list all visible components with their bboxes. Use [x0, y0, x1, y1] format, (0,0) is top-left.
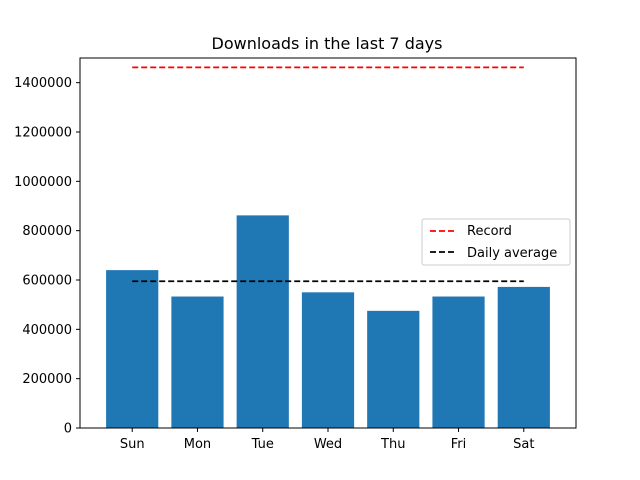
y-tick-label: 200000: [22, 372, 72, 387]
bars-group: [106, 215, 550, 428]
bar-sat: [497, 286, 550, 428]
legend-record-label: Record: [467, 224, 512, 239]
y-tick-label: 600000: [22, 274, 72, 289]
y-tick-label: 800000: [22, 224, 72, 239]
bar-mon: [171, 296, 224, 428]
y-tick-label: 1000000: [14, 175, 72, 190]
legend-box: [421, 218, 571, 266]
x-tick-label-fri: Fri: [451, 437, 467, 452]
bar-tue: [236, 215, 289, 428]
y-tick-label: 400000: [22, 323, 72, 338]
legend-average-label: Daily average: [467, 246, 557, 261]
x-tick-label-thu: Thu: [380, 437, 405, 452]
y-tick-label: 1400000: [14, 76, 72, 91]
x-tick-label-wed: Wed: [314, 437, 342, 452]
x-tick-label-sat: Sat: [513, 437, 534, 452]
y-tick-label: 1200000: [14, 126, 72, 141]
x-axis: Sun Mon Tue Wed Thu Fri Sat: [120, 428, 534, 452]
reference-lines-group: [132, 66, 524, 283]
chart-title: Downloads in the last 7 days: [212, 34, 443, 53]
bar-thu: [367, 310, 420, 428]
bar-sun: [106, 270, 159, 428]
x-tick-label-mon: Mon: [184, 437, 211, 452]
x-tick-label-tue: Tue: [251, 437, 274, 452]
bar-fri: [432, 296, 485, 428]
x-tick-label-sun: Sun: [120, 437, 145, 452]
y-tick-label: 0: [64, 422, 72, 437]
bar-wed: [301, 292, 355, 428]
y-axis: 0 200000 400000 600000 800000 1000000 1200000 1…: [14, 76, 80, 437]
legend: Record Daily average: [421, 218, 571, 266]
